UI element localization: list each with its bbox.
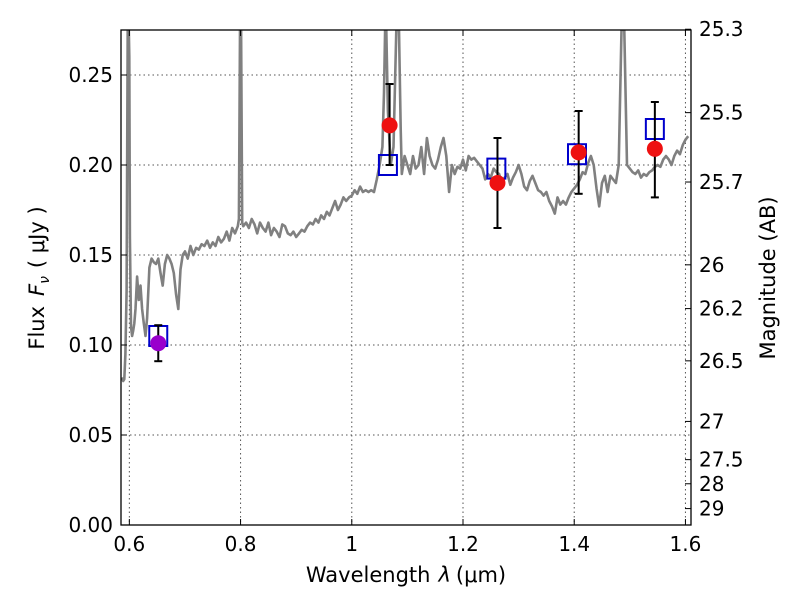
spectrum-layer — [121, 30, 690, 383]
grid-lines — [121, 30, 691, 525]
spectrum-line — [121, 30, 690, 383]
x-tick-label: 0.8 — [225, 532, 257, 556]
y2-tick-label: 27 — [699, 409, 724, 433]
y2-tick-label: 26.2 — [699, 297, 744, 321]
observed-point — [489, 175, 506, 191]
y-tick-labels: 0.00 0.05 0.10 0.15 0.20 0.25 — [68, 63, 113, 537]
y2-tick-label: 27.5 — [699, 448, 744, 472]
x-axis-label: Wavelength λ (μm) — [306, 563, 506, 587]
x-tick-labels: 0.6 0.8 1 1.2 1.4 1.6 — [113, 532, 701, 556]
y2-tick-label: 26.5 — [699, 349, 744, 373]
y2-tick-label: 29 — [699, 497, 724, 521]
y2-tick-label: 25.7 — [699, 170, 744, 194]
y2-tick-label: 25.3 — [699, 17, 744, 41]
x-tick-label: 0.6 — [113, 532, 145, 556]
observed-point — [646, 140, 663, 157]
y2-tick-label: 26 — [699, 253, 724, 277]
y-tick-label: 0.10 — [68, 333, 113, 357]
x-tick-label: 1 — [345, 532, 358, 556]
y-axis-label: FluxFν( μJy ) — [25, 206, 53, 349]
y-tick-label: 0.05 — [68, 423, 113, 447]
y2-tick-label: 25.5 — [699, 101, 744, 125]
model-box-marker — [377, 154, 398, 176]
y-tick-label: 0.25 — [68, 63, 113, 87]
plot-frame — [120, 29, 692, 526]
observed-point — [150, 335, 167, 352]
y-tick-label: 0.20 — [68, 153, 113, 177]
y-tick-label: 0.15 — [68, 243, 113, 267]
observed-point — [381, 117, 398, 134]
x-tick-label: 1.4 — [558, 532, 590, 556]
y2-tick-label: 28 — [699, 472, 724, 496]
y-tick-label: 0.00 — [68, 513, 113, 537]
x-tick-label: 1.2 — [447, 532, 479, 556]
observed-point — [570, 144, 587, 161]
tick-marks — [121, 28, 691, 526]
y2-axis-label: Magnitude (AB) — [756, 196, 780, 359]
x-tick-label: 1.6 — [670, 532, 702, 556]
marker-layer — [148, 83, 665, 363]
